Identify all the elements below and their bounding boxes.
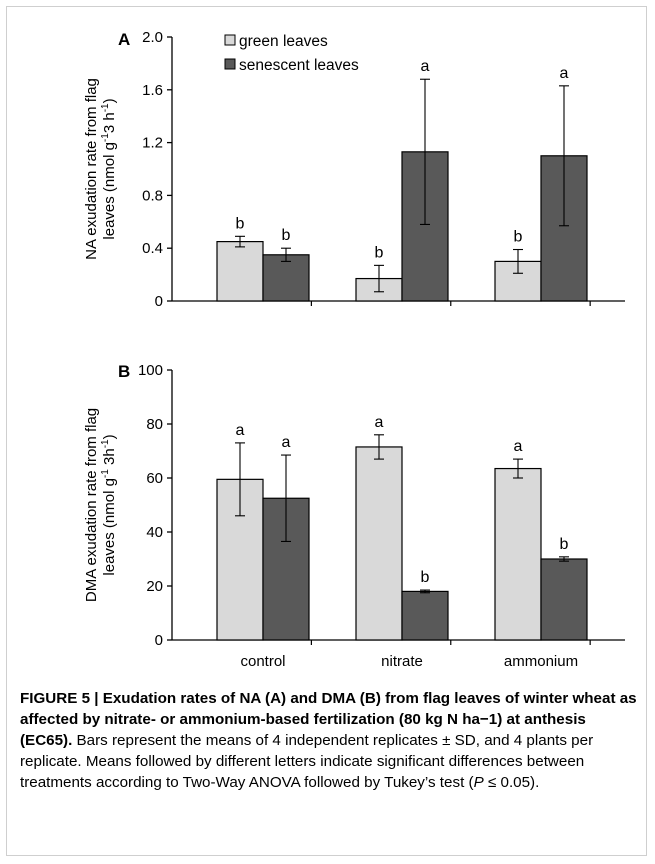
- bar-senescent-nitrate: [401, 590, 449, 641]
- y-axis-label-part: leaves (nmol g: [101, 142, 118, 240]
- significance-letter: b: [236, 215, 245, 232]
- chart-panel-b: B DMA exudation rate from flag leaves (nmo…: [83, 362, 625, 670]
- caption-body: Bars represent the means of 4 independen…: [20, 732, 594, 791]
- y-tick-label: 0.8: [142, 187, 163, 204]
- y-axis-label: DMA exudation rate from flag leaves (nmol…: [83, 408, 118, 602]
- y-axis-label-line1: DMA exudation rate from flag: [83, 408, 100, 602]
- y-axis-label-part: -1: [100, 439, 111, 448]
- significance-letter: a: [375, 414, 384, 431]
- x-tick-label-control: control: [240, 653, 285, 670]
- significance-letter: a: [421, 58, 430, 75]
- caption-p-symbol: P: [473, 774, 484, 791]
- bar-senescent-ammonium: [540, 558, 588, 641]
- figure-caption: FIGURE 5 | Exudation rates of NA (A) and…: [20, 688, 640, 793]
- y-axis-label-part: ): [101, 434, 118, 439]
- y-axis-label-part: -1: [100, 133, 111, 142]
- significance-letter: a: [560, 65, 569, 82]
- significance-letter: b: [421, 569, 430, 586]
- y-axis-label-line1: NA exudation rate from flag: [83, 78, 100, 260]
- caption-body-end: ≤ 0.05).: [483, 774, 540, 791]
- y-axis-label: NA exudation rate from flag leaves (nmol …: [83, 78, 118, 260]
- significance-letter: b: [375, 244, 384, 261]
- y-axis-label-part: leaves (nmol g: [101, 478, 118, 576]
- bar-green-ammonium: [494, 467, 542, 641]
- y-axis-label-part: 3h: [101, 448, 118, 469]
- y-tick-label: 0: [155, 293, 163, 310]
- y-tick-label: 0: [155, 632, 163, 649]
- y-tick-label: 60: [146, 470, 163, 487]
- y-tick-label: 0.4: [142, 240, 163, 257]
- significance-letter: b: [560, 536, 569, 553]
- y-tick-label: 1.2: [142, 135, 163, 152]
- y-axis-label-part: 3 h: [101, 112, 118, 133]
- y-axis-label-part: ): [101, 98, 118, 103]
- y-tick-label: 100: [138, 362, 163, 379]
- y-axis-label-line2: leaves (nmol g-1 3h-1): [100, 434, 118, 575]
- legend-swatch: [224, 34, 236, 46]
- significance-letter: a: [282, 434, 291, 451]
- chart-panel-a: A NA exudation rate from flag leaves (nmol…: [83, 29, 625, 310]
- caption-title: FIGURE 5 | Exudation rates of NA (A) and…: [20, 690, 637, 749]
- y-tick-label: 1.6: [142, 82, 163, 99]
- y-axis-label-part: -1: [100, 469, 111, 478]
- figure-frame: [6, 6, 647, 856]
- figure-charts: ANA exudation rate from flag leaves (nmol…: [83, 29, 625, 670]
- bar-senescent-control: [262, 254, 310, 302]
- significance-letter: b: [514, 229, 523, 246]
- legend-entry: green leaves: [239, 33, 328, 50]
- significance-letter: a: [514, 438, 523, 455]
- y-axis-label-part: -1: [100, 103, 111, 112]
- y-tick-label: 2.0: [142, 29, 163, 46]
- bar-green-nitrate: [355, 446, 403, 641]
- legend-swatch: [224, 58, 236, 70]
- y-tick-label: 40: [146, 524, 163, 541]
- legend-entry: senescent leaves: [239, 57, 359, 74]
- x-tick-label-ammonium: ammonium: [504, 653, 578, 670]
- bar-green-control: [216, 241, 264, 302]
- significance-letter: a: [236, 422, 245, 439]
- y-tick-label: 80: [146, 416, 163, 433]
- y-axis-label-line2: leaves (nmol g-13 h-1): [100, 98, 118, 239]
- significance-letter: b: [282, 227, 291, 244]
- legend: green leaves senescent leaves: [224, 33, 359, 74]
- panel-label: B: [118, 362, 130, 381]
- panel-label: A: [118, 30, 130, 49]
- y-tick-label: 20: [146, 578, 163, 595]
- x-tick-label-nitrate: nitrate: [381, 653, 423, 670]
